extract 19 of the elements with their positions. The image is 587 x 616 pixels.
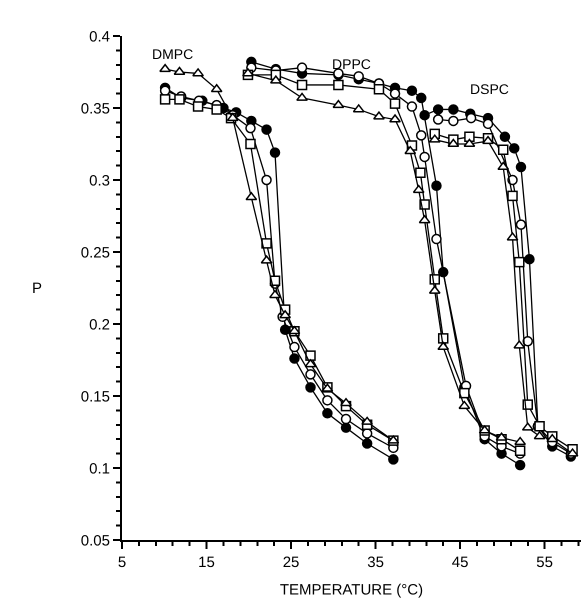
y-tick-label: 0.25: [80, 244, 110, 262]
x-tick-label: 35: [367, 554, 384, 571]
x-tick-label: 5: [118, 554, 126, 571]
x-tick-label: 25: [282, 554, 300, 571]
x-tick-label: 55: [536, 554, 553, 571]
y-tick-label: 0.4: [89, 28, 110, 46]
y-tick-label: 0.2: [89, 316, 110, 334]
y-axis-title: P: [32, 280, 42, 297]
y-tick-label: 0.1: [89, 460, 110, 478]
x-tick-label: 15: [198, 554, 215, 571]
annotation: DSPC: [470, 81, 509, 97]
y-tick-label: 0.35: [80, 100, 110, 118]
annotation: DMPC: [152, 46, 194, 62]
y-tick-label: 0.3: [89, 172, 110, 190]
y-tick-label: 0.15: [80, 388, 110, 406]
x-tick-label: 45: [452, 554, 468, 571]
y-tick-label: 0.05: [80, 532, 110, 550]
x-axis-title: TEMPERATURE (°C): [280, 582, 424, 598]
annotation: DPPC: [332, 56, 371, 72]
